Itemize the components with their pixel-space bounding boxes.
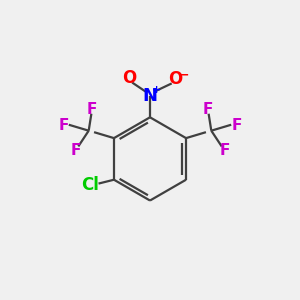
Text: F: F <box>202 102 213 117</box>
Text: F: F <box>220 143 230 158</box>
Text: F: F <box>58 118 69 133</box>
Text: +: + <box>152 85 161 95</box>
Text: Cl: Cl <box>81 176 98 194</box>
Text: O: O <box>122 69 136 87</box>
Text: F: F <box>70 143 80 158</box>
Text: N: N <box>142 87 158 105</box>
Text: O: O <box>168 70 182 88</box>
Text: −: − <box>179 69 189 82</box>
Text: F: F <box>87 102 98 117</box>
Text: F: F <box>231 118 242 133</box>
